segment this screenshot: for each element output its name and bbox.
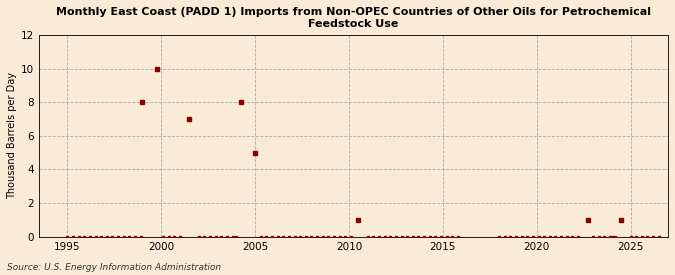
Y-axis label: Thousand Barrels per Day: Thousand Barrels per Day [7, 72, 17, 199]
Text: Source: U.S. Energy Information Administration: Source: U.S. Energy Information Administ… [7, 263, 221, 272]
Title: Monthly East Coast (PADD 1) Imports from Non-OPEC Countries of Other Oils for Pe: Monthly East Coast (PADD 1) Imports from… [56, 7, 651, 29]
